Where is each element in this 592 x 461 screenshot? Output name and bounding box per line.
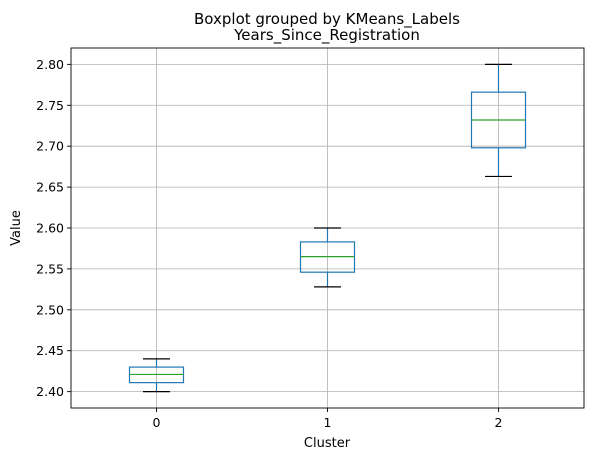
box-2 xyxy=(470,63,527,178)
y-tick-label: 2.65 xyxy=(36,180,64,195)
chart-suptitle: Boxplot grouped by KMeans_Labels xyxy=(194,10,460,29)
box-group xyxy=(128,63,527,393)
x-axis-label: Cluster xyxy=(304,436,351,451)
y-tick-label: 2.40 xyxy=(36,384,64,399)
y-tick-label: 2.50 xyxy=(36,302,64,317)
chart-title: Years_Since_Registration xyxy=(233,26,420,45)
y-axis-ticks: 2.40 2.45 2.50 2.55 2.60 2.65 2.70 2.75 2.80 xyxy=(36,57,71,399)
box-1 xyxy=(299,227,356,288)
y-tick-label: 2.55 xyxy=(36,261,64,276)
y-tick-label: 2.45 xyxy=(36,343,64,358)
x-axis-ticks: 0 1 2 xyxy=(153,408,503,430)
y-tick-label: 2.60 xyxy=(36,221,64,236)
y-tick-label: 2.75 xyxy=(36,98,64,113)
x-tick-label: 1 xyxy=(324,415,332,430)
box-0 xyxy=(128,358,185,393)
y-axis-label: Value xyxy=(9,210,24,246)
y-tick-label: 2.70 xyxy=(36,139,64,154)
y-tick-label: 2.80 xyxy=(36,57,64,72)
x-tick-label: 0 xyxy=(153,415,161,430)
x-tick-label: 2 xyxy=(495,415,503,430)
plot-frame xyxy=(70,47,585,409)
grid-lines xyxy=(71,48,584,408)
